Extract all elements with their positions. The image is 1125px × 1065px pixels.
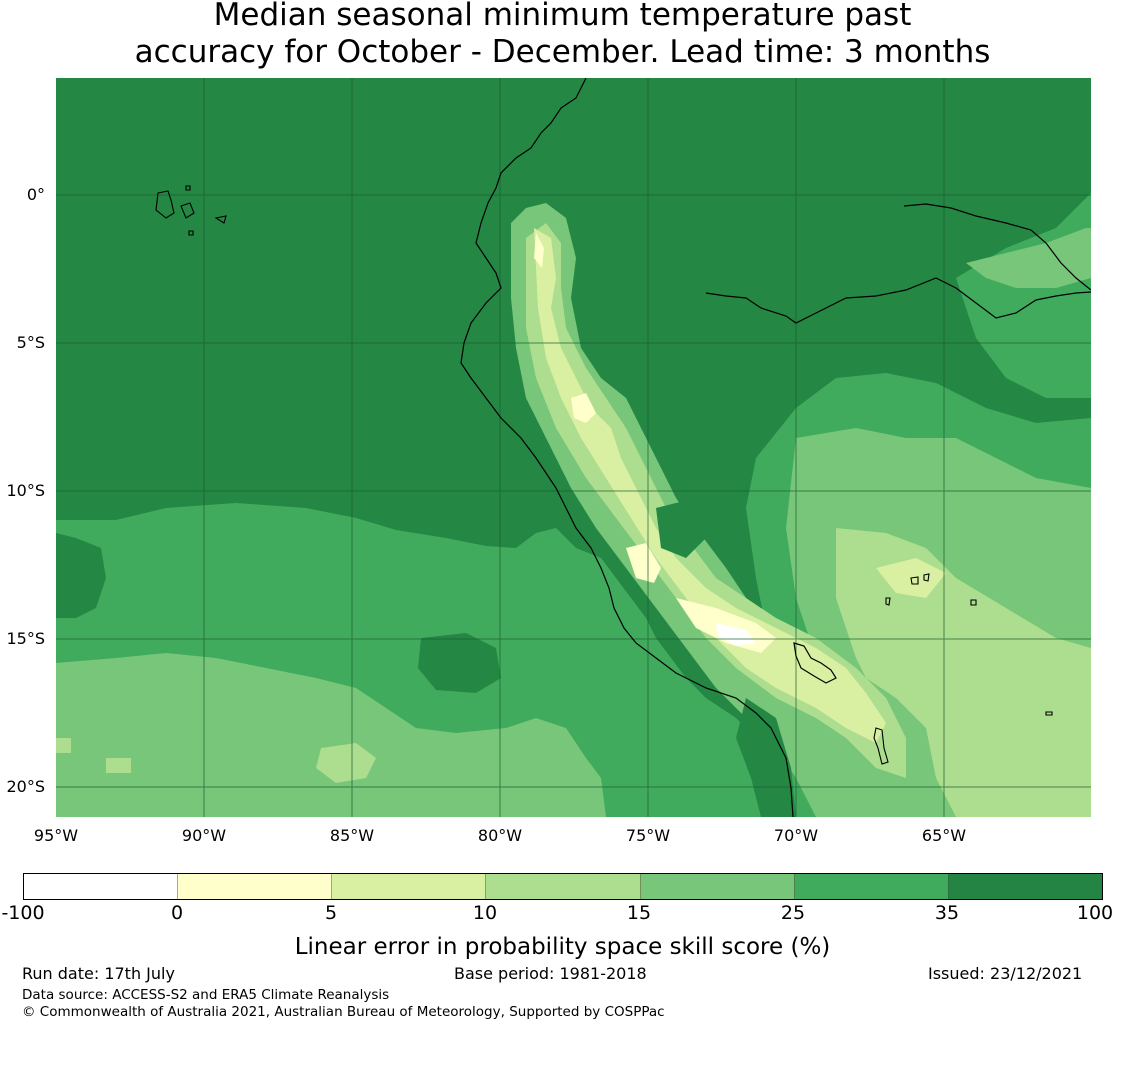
colorbar-segment [486, 874, 641, 899]
coastline [460, 78, 794, 817]
colorbar-tick: 25 [780, 902, 806, 924]
skill-region-15-ocean-b [56, 738, 71, 753]
andes-skill-region-5-c [626, 543, 661, 583]
galapagos-islands [155, 185, 227, 236]
skill-region-15-interior [836, 528, 1091, 817]
map-title-line-1: Median seasonal minimum temperature past [213, 0, 912, 33]
data-source: Data source: ACCESS-S2 and ERA5 Climate … [22, 987, 390, 1003]
colorbar-tick: 15 [626, 902, 652, 924]
river-north-branch [903, 203, 1091, 291]
skill-region-35-patch [418, 633, 501, 693]
lon-label-70w: 70°W [773, 826, 819, 845]
lat-label-15s: 15°S [6, 629, 45, 648]
skill-region-25-ne [966, 228, 1091, 288]
colorbar-segment [332, 874, 487, 899]
lake-titicaca [793, 642, 837, 684]
skill-region-25-ocean [56, 653, 606, 817]
base-period: Base period: 1981-2018 [454, 964, 647, 983]
lon-label-90w: 90°W [181, 826, 227, 845]
colorbar-segment [178, 874, 333, 899]
map-canvas [56, 78, 1091, 817]
lon-label-75w: 75°W [625, 826, 671, 845]
skill-score-map [56, 78, 1091, 817]
lat-label-0: 0° [26, 185, 45, 204]
colorbar-tick: 5 [324, 902, 338, 924]
colorbar-label: Linear error in probability space skill … [294, 934, 831, 960]
run-date: Run date: 17th July [22, 964, 175, 983]
amazon-river [705, 277, 1091, 324]
colorbar-tick: 10 [472, 902, 498, 924]
small-lakes [873, 573, 1053, 765]
colorbar-tick: 35 [934, 902, 960, 924]
skill-region-15-ocean-c [106, 758, 131, 773]
lon-label-85w: 85°W [329, 826, 375, 845]
issued-date: Issued: 23/12/2021 [928, 964, 1083, 983]
lon-label-95w: 95°W [33, 826, 79, 845]
lon-label-80w: 80°W [477, 826, 523, 845]
colorbar [23, 873, 1103, 900]
andes-skill-region-5-b [571, 393, 596, 423]
colorbar-segment [794, 874, 949, 899]
andes-dark-patch [656, 498, 706, 558]
andes-skill-region-min [716, 623, 756, 646]
colorbar-tick: -100 [1, 902, 45, 924]
skill-region-15-ocean [316, 743, 376, 783]
andes-skill-region-10 [534, 228, 886, 743]
graticule [56, 78, 1091, 817]
lat-label-10s: 10°S [6, 481, 45, 500]
copyright: © Commonwealth of Australia 2021, Austra… [22, 1004, 665, 1020]
lon-label-65w: 65°W [921, 826, 967, 845]
lat-label-20s: 20°S [6, 777, 45, 796]
colorbar-segment [948, 874, 1102, 899]
skill-region-35-patch-b [56, 533, 106, 618]
colorbar-tick: 0 [170, 902, 184, 924]
map-title-line-2: accuracy for October - December. Lead ti… [134, 34, 991, 70]
lat-label-5s: 5°S [16, 333, 45, 352]
colorbar-tick: 100 [1076, 902, 1114, 924]
andes-skill-region-5 [534, 233, 544, 268]
colorbar-segment [24, 874, 179, 899]
colorbar-segment [640, 874, 795, 899]
